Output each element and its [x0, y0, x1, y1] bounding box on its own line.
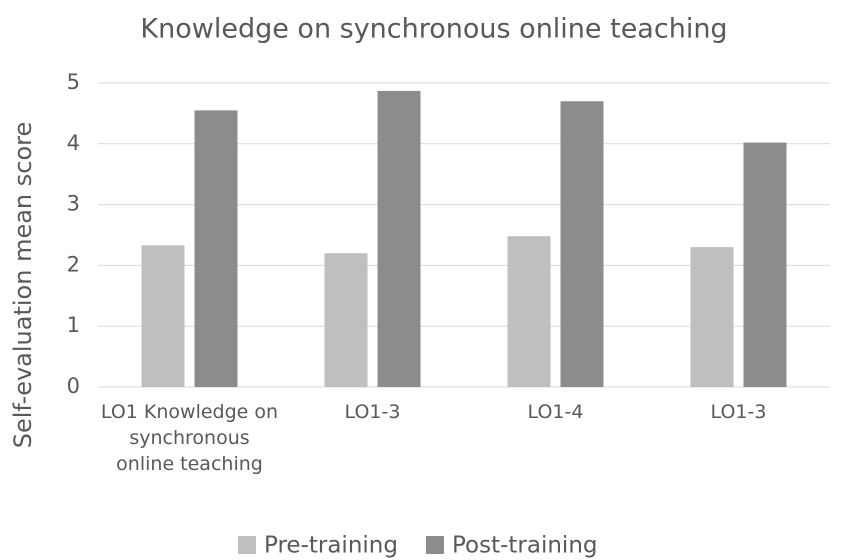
legend-swatch [425, 536, 444, 554]
y-tick-label: 3 [67, 192, 80, 216]
bar [560, 101, 604, 388]
y-tick-label: 0 [67, 374, 80, 398]
chart-title: Knowledge on synchronous online teaching [140, 14, 727, 45]
y-tick-label: 5 [67, 70, 80, 94]
x-tick-label: LO1-3 [710, 401, 767, 423]
x-tick-label: LO1-3 [344, 401, 401, 423]
bar [377, 90, 421, 388]
y-axis-label: Self-evaluation mean score [9, 122, 37, 449]
bar [141, 245, 185, 387]
legend-label: Post-training [452, 533, 598, 559]
bar [507, 236, 551, 387]
x-tick-label: LO1 Knowledge on synchronous online teac… [100, 401, 279, 475]
x-tick-label: LO1-4 [527, 401, 584, 423]
bar [194, 110, 238, 388]
bar [690, 247, 734, 387]
bar [324, 253, 368, 387]
y-tick-label: 2 [67, 252, 80, 276]
bar [743, 142, 787, 387]
y-tick-label: 4 [67, 131, 80, 155]
legend-label: Pre-training [264, 533, 398, 559]
legend-swatch [238, 536, 256, 554]
y-tick-label: 1 [67, 313, 80, 337]
